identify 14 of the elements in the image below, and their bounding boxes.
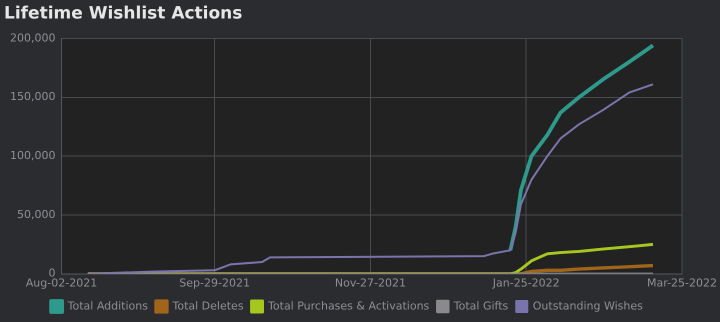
x-tick-label: Sep-29-2021	[179, 276, 250, 290]
legend-label: Total Gifts	[452, 299, 509, 312]
y-tick-label: 100,000	[10, 148, 56, 162]
x-tick-label: Nov-27-2021	[334, 276, 406, 290]
x-tick-label: Jan-25-2022	[492, 276, 560, 290]
y-tick-label: 150,000	[10, 90, 56, 104]
y-tick-label: 200,000	[10, 31, 56, 44]
legend-label: Total Additions	[66, 299, 148, 312]
legend-label: Outstanding Wishes	[532, 299, 644, 312]
legend-label: Total Purchases & Activations	[267, 299, 430, 312]
legend-label: Total Deletes	[171, 299, 244, 312]
x-tick-label: Mar-25-2022	[647, 276, 717, 290]
chart-title: Lifetime Wishlist Actions	[4, 4, 242, 24]
y-tick-label: 50,000	[16, 208, 56, 221]
